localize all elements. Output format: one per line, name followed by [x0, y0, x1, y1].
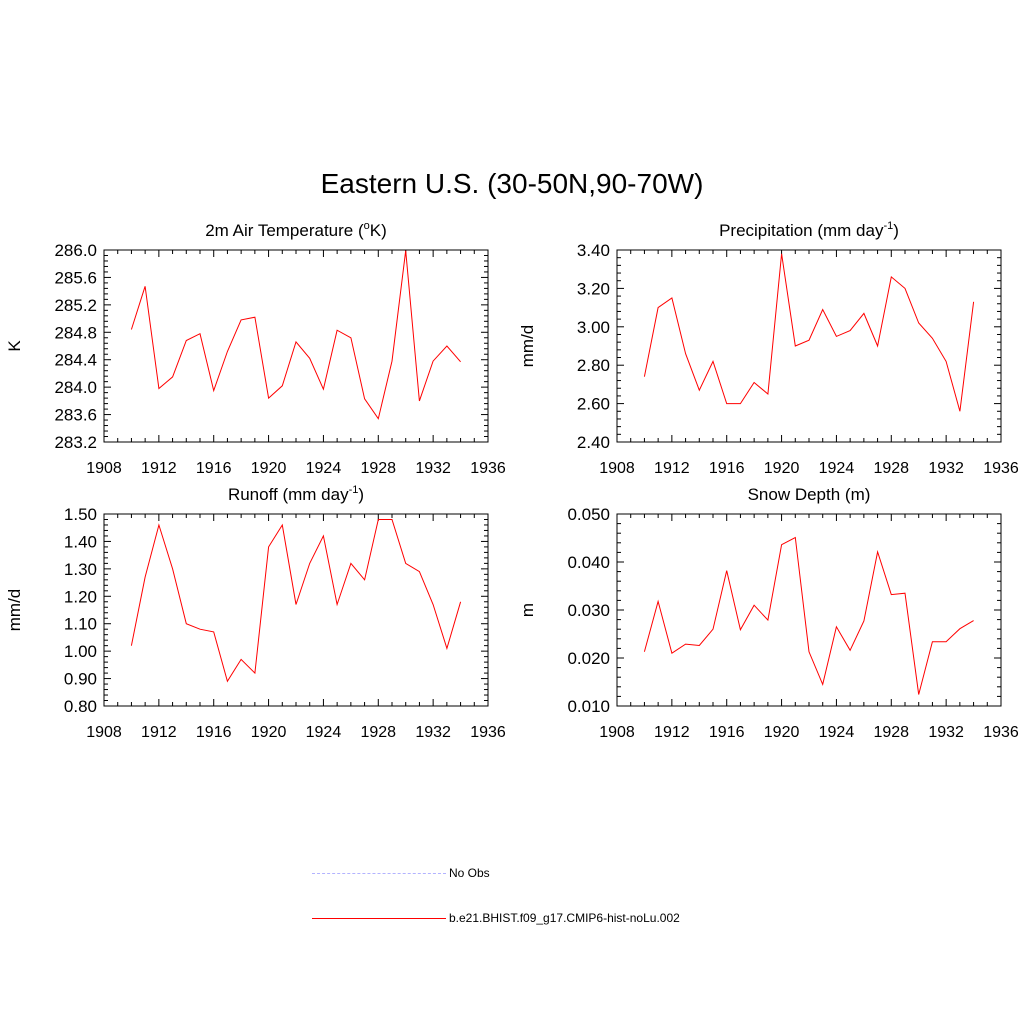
- y-tick-label: 0.80: [64, 697, 97, 716]
- plot-frame: [616, 249, 1002, 443]
- x-tick-label: 1932: [928, 460, 964, 477]
- panel-title: Runoff (mm day-1): [228, 484, 364, 504]
- x-tick-label: 1928: [360, 724, 396, 741]
- chart-panel-air-temperature: 1908 1912 1916 1920 1924 1928 1932 1936 283.2 283…: [5, 220, 506, 477]
- x-tick-label: 1916: [709, 724, 745, 741]
- y-tick-label: 3.00: [577, 318, 610, 337]
- figure-title: Eastern U.S. (30-50N,90-70W): [320, 168, 704, 199]
- legend-swatch-obs: [312, 872, 446, 874]
- x-tick-label: 1924: [306, 724, 342, 741]
- legend-label-obs: No Obs: [449, 866, 490, 880]
- y-tick-label: 284.4: [54, 351, 97, 370]
- x-tick-label: 1912: [141, 460, 177, 477]
- y-tick-label: 1.00: [64, 642, 97, 661]
- series-line: [643, 536, 974, 695]
- series-line: [643, 253, 975, 412]
- x-tick-label: 1908: [86, 460, 122, 477]
- y-tick-label: 3.20: [577, 279, 610, 298]
- y-tick-label: 1.20: [64, 587, 97, 606]
- x-tick-label: 1928: [873, 460, 909, 477]
- legend-item-model: b.e21.BHIST.f09_g17.CMIP6-hist-noLu.002: [312, 908, 680, 928]
- y-tick-label: 0.020: [567, 649, 610, 668]
- legend-swatch-model: [312, 917, 446, 919]
- y-tick-label: 2.60: [577, 395, 610, 414]
- y-tick-label: 1.10: [64, 615, 97, 634]
- x-tick-label: 1924: [306, 460, 342, 477]
- chart-panel-snow-depth: 1908 1912 1916 1920 1924 1928 1932 1936 0.010 0.0…: [518, 485, 1019, 741]
- y-tick-label: 3.40: [577, 241, 610, 260]
- x-tick-label: 1908: [599, 724, 635, 741]
- y-tick-label: 283.2: [54, 433, 97, 452]
- x-tick-label: 1916: [709, 460, 745, 477]
- y-tick-label: 0.010: [567, 697, 610, 716]
- y-tick-label: 2.80: [577, 356, 610, 375]
- y-tick-label: 1.30: [64, 560, 97, 579]
- x-tick-label: 1936: [470, 724, 506, 741]
- chart-panel-precipitation: 1908 1912 1916 1920 1924 1928 1932 1936 2.40 2.60…: [518, 220, 1019, 477]
- x-tick-label: 1916: [196, 724, 232, 741]
- x-tick-label: 1920: [251, 724, 287, 741]
- x-tick-label: 1908: [86, 724, 122, 741]
- y-axis-label: m: [518, 603, 537, 617]
- x-tick-label: 1932: [415, 724, 451, 741]
- x-tick-label: 1936: [983, 460, 1019, 477]
- y-tick-label: 0.90: [64, 670, 97, 689]
- y-axis-label: mm/d: [518, 325, 537, 368]
- panel-title: Snow Depth (m): [748, 485, 871, 504]
- y-tick-label: 284.0: [54, 378, 97, 397]
- x-tick-label: 1928: [360, 460, 396, 477]
- x-tick-label: 1920: [764, 460, 800, 477]
- y-axis-label: mm/d: [5, 589, 24, 632]
- panel-title: Precipitation (mm day-1): [719, 220, 899, 240]
- x-tick-label: 1916: [196, 460, 232, 477]
- x-tick-label: 1924: [819, 460, 855, 477]
- x-tick-label: 1932: [415, 460, 451, 477]
- x-tick-label: 1920: [764, 724, 800, 741]
- y-tick-label: 285.6: [54, 268, 97, 287]
- y-tick-label: 286.0: [54, 241, 97, 260]
- x-tick-label: 1920: [251, 460, 287, 477]
- x-tick-label: 1912: [654, 460, 690, 477]
- x-tick-label: 1932: [928, 724, 964, 741]
- plot-frame: [616, 513, 1002, 707]
- y-tick-label: 0.050: [567, 505, 610, 524]
- y-tick-label: 1.40: [64, 532, 97, 551]
- series-line: [130, 519, 462, 683]
- x-tick-label: 1912: [654, 724, 690, 741]
- x-tick-label: 1936: [983, 724, 1019, 741]
- y-tick-label: 2.40: [577, 433, 610, 452]
- y-tick-label: 284.8: [54, 323, 97, 342]
- x-tick-label: 1936: [470, 460, 506, 477]
- legend-label-model: b.e21.BHIST.f09_g17.CMIP6-hist-noLu.002: [449, 911, 680, 925]
- y-tick-label: 1.50: [64, 505, 97, 524]
- x-tick-label: 1912: [141, 724, 177, 741]
- plot-frame: [103, 249, 489, 443]
- chart-panel-runoff: 1908 1912 1916 1920 1924 1928 1932 1936 0.80 0.90…: [5, 484, 506, 741]
- y-tick-label: 0.040: [567, 553, 610, 572]
- x-tick-label: 1928: [873, 724, 909, 741]
- y-axis-label: K: [5, 340, 24, 352]
- legend-item-obs: No Obs: [312, 863, 490, 883]
- y-tick-label: 285.2: [54, 296, 97, 315]
- x-tick-label: 1924: [819, 724, 855, 741]
- series-line: [130, 250, 461, 420]
- panel-title: 2m Air Temperature (oK): [205, 220, 387, 240]
- x-tick-label: 1908: [599, 460, 635, 477]
- plot-frame: [103, 513, 489, 707]
- y-tick-label: 283.6: [54, 406, 97, 425]
- y-tick-label: 0.030: [567, 601, 610, 620]
